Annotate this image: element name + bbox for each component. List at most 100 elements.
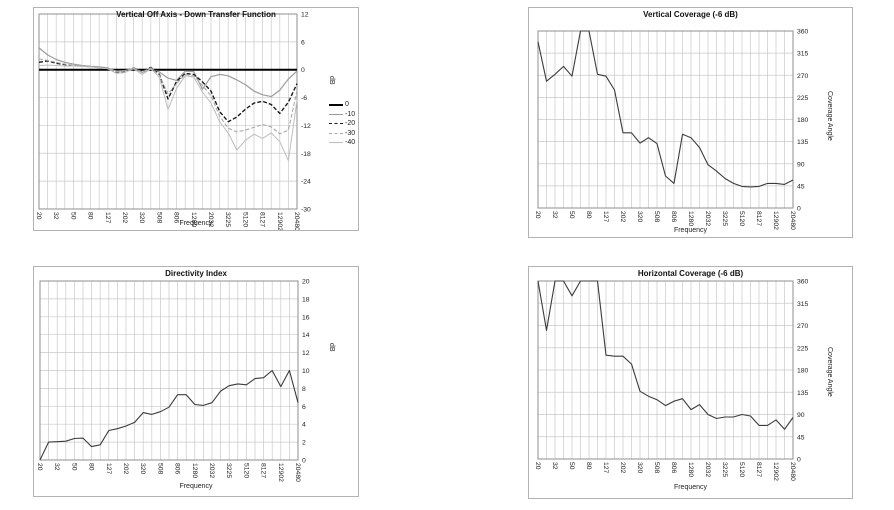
y-tick-label: 2 [302, 440, 306, 447]
x-tick-label: 12902 [276, 212, 283, 230]
y-tick-label: 6 [302, 404, 306, 411]
y-tick-label: -30 [301, 207, 311, 214]
y-tick-label: 4 [302, 422, 306, 429]
x-tick-label: 8127 [260, 463, 267, 478]
series-line--30 [38, 58, 298, 135]
legend-line-sample [329, 142, 343, 144]
x-tick-label: 202 [121, 212, 128, 224]
x-tick-label: 80 [585, 211, 592, 219]
x-tick-label: 806 [670, 462, 677, 474]
plot-border [537, 280, 794, 460]
y-tick-label: 14 [302, 332, 310, 339]
x-tick-label: 806 [670, 211, 677, 223]
x-tick-label: 3225 [224, 212, 231, 227]
x-tick-label: 1280 [190, 212, 197, 227]
y-tick-label: 135 [797, 390, 809, 397]
legend-item--20: -20 [329, 119, 355, 129]
x-tick-label: 508 [653, 462, 660, 474]
y-tick-label: 16 [302, 314, 310, 321]
legend-item-0: 0 [329, 100, 355, 110]
y-tick-label: 45 [797, 434, 805, 441]
transfer-function-legend: 0 -10 -20 -30 -40 [329, 100, 355, 148]
x-tick-label: 320 [138, 212, 145, 224]
series-line-Directivity Index [39, 369, 299, 461]
series-line--40 [38, 64, 298, 162]
y-tick-label: 360 [797, 29, 809, 36]
legend-label: -10 [345, 110, 356, 118]
x-tick-label: 5120 [738, 462, 745, 477]
y-tick-label: -18 [301, 151, 311, 158]
y-tick-label: 12 [301, 12, 309, 19]
x-tick-label: 8127 [259, 212, 266, 227]
x-tick-label: 3225 [721, 462, 728, 477]
x-tick-label: 1280 [687, 462, 694, 477]
x-tick-label: 127 [104, 212, 111, 224]
y-tick-label: 20 [302, 279, 310, 286]
x-tick-label: 806 [174, 463, 181, 475]
x-tick-label: 202 [619, 211, 626, 223]
chart-panel-transfer-function: 12 6 0 -6 -12 -18 -24 -30 20 32 50 80 127 202 320 508 80… [33, 7, 359, 231]
transfer-function-x-axis-label: Frequency [179, 220, 213, 227]
legend-line-sample [329, 103, 343, 106]
x-tick-label: 806 [173, 212, 180, 224]
y-tick-label: 270 [797, 323, 809, 330]
x-tick-label: 127 [105, 463, 112, 475]
directivity-index-x-axis-label: Frequency [179, 483, 213, 490]
x-tick-label: 2032 [704, 211, 711, 226]
legend-item--40: -40 [329, 138, 355, 148]
x-tick-label: 8127 [755, 211, 762, 226]
chart-panel-directivity-index: 20 18 16 14 12 10 8 6 4 2 0 20 32 50 80 127 202 320 508 806… [33, 266, 359, 497]
x-tick-label: 2032 [208, 463, 215, 478]
x-tick-label: 2032 [704, 462, 711, 477]
x-tick-label: 3225 [225, 463, 232, 478]
y-tick-label: 315 [797, 51, 809, 58]
x-tick-label: 12902 [277, 463, 284, 482]
y-tick-label: 0 [797, 206, 801, 213]
x-tick-label: 32 [53, 463, 60, 471]
legend-item--10: -10 [329, 110, 355, 120]
y-tick-label: 360 [797, 279, 809, 286]
y-tick-label: 90 [797, 161, 805, 168]
chart-panel-horizontal-coverage: 360 315 270 225 180 135 90 45 0 20 32 50 80 127 202 320… [528, 266, 853, 499]
y-tick-label: 0 [302, 458, 306, 465]
x-tick-label: 508 [653, 211, 660, 223]
x-tick-label: 20 [35, 212, 42, 220]
x-tick-label: 50 [568, 211, 575, 219]
x-tick-label: 80 [88, 463, 95, 471]
y-tick-label: 8 [302, 386, 306, 393]
x-tick-label: 127 [602, 462, 609, 474]
transfer-function-title: Vertical Off Axis - Down Transfer Functi… [116, 10, 276, 19]
x-tick-label: 8127 [755, 462, 762, 477]
x-tick-label: 5120 [241, 212, 248, 227]
series-line-Horizontal Coverage [537, 280, 794, 430]
x-tick-label: 508 [155, 212, 162, 224]
y-tick-label: 45 [797, 183, 805, 190]
horizontal-coverage-x-axis-label: Frequency [673, 484, 708, 491]
legend-label: -20 [345, 120, 356, 128]
x-tick-label: 20480 [294, 463, 301, 482]
x-tick-label: 20 [534, 211, 541, 219]
legend-label: 0 [345, 101, 349, 109]
y-tick-label: 0 [797, 457, 801, 464]
horizontal-coverage-title: Horizontal Coverage (-6 dB) [637, 269, 744, 278]
plot-border [537, 30, 794, 209]
y-tick-label: 18 [302, 296, 310, 303]
plot-border [39, 280, 299, 461]
x-tick-label: 32 [551, 462, 558, 470]
x-tick-label: 20480 [293, 212, 300, 230]
x-tick-label: 5120 [738, 211, 745, 226]
x-tick-label: 50 [568, 462, 575, 470]
x-tick-label: 127 [602, 211, 609, 223]
y-tick-label: 180 [797, 117, 809, 124]
x-tick-label: 12902 [772, 211, 779, 230]
x-tick-label: 320 [636, 211, 643, 223]
x-tick-label: 32 [551, 211, 558, 219]
directivity-index-y-axis-label: dB [328, 343, 335, 352]
y-tick-label: -12 [301, 123, 311, 130]
x-tick-label: 50 [70, 463, 77, 471]
